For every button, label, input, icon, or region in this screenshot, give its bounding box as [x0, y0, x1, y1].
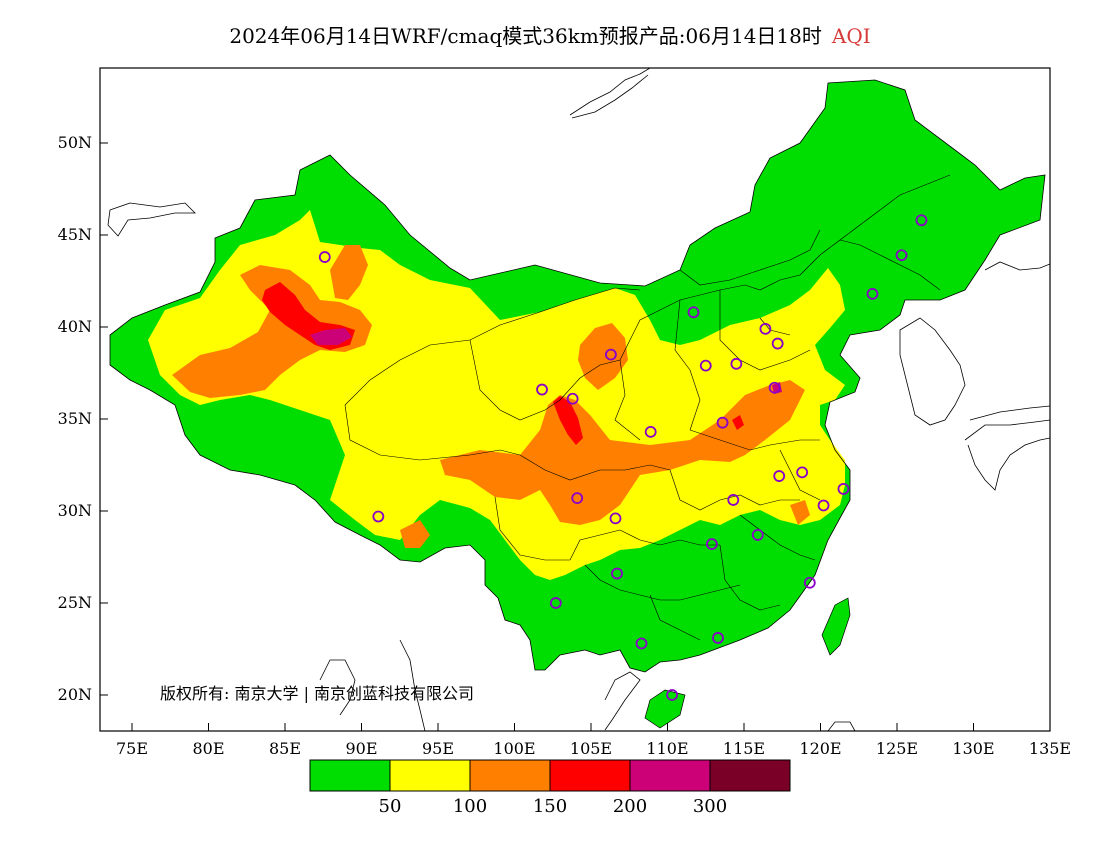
station-marker	[372, 510, 385, 523]
station-marker	[549, 597, 562, 609]
station-marker	[666, 689, 678, 701]
lon-tick-label: 95E	[422, 739, 454, 758]
station-marker	[571, 492, 584, 505]
lon-tick-label: 105E	[570, 739, 612, 758]
station-marker	[687, 306, 700, 319]
aqi-region-southwest-orange	[400, 520, 430, 548]
lat-tick-label: 25N	[58, 593, 92, 612]
lat-tick-label: 50N	[58, 133, 92, 152]
lon-tick-label: 85E	[269, 739, 301, 758]
station-marker	[895, 249, 908, 262]
legend-swatch	[469, 759, 551, 792]
station-marker	[699, 359, 712, 372]
lat-tick-label: 40N	[58, 317, 92, 336]
latitude-axis: 50N 45N 40N 35N 30N 25N 20N	[58, 133, 108, 704]
legend-break-label: 50	[379, 796, 402, 817]
aqi-region-jiangsu-orange	[790, 500, 810, 525]
taiwan-island	[821, 597, 851, 656]
legend-break-label: 150	[533, 796, 567, 817]
station-marker	[604, 348, 617, 361]
legend-break-label: 100	[453, 796, 487, 817]
aqi-region-shaanxi-orange	[578, 323, 628, 390]
station-marker	[759, 322, 772, 335]
station-marker	[611, 567, 623, 580]
lon-tick-label: 120E	[799, 739, 841, 758]
legend-break-label: 200	[613, 796, 647, 817]
aqi-legend: 50 100 150 200 300	[309, 759, 791, 817]
china-border	[109, 79, 1046, 673]
lat-tick-label: 35N	[58, 409, 92, 428]
legend-swatch	[549, 759, 631, 792]
lon-tick-label: 110E	[646, 739, 688, 758]
station-marker	[712, 632, 724, 644]
lat-tick-label: 30N	[58, 501, 92, 520]
station-marker	[803, 576, 816, 589]
station-marker	[635, 637, 648, 650]
map-area	[107, 68, 1050, 731]
station-marker	[915, 214, 928, 227]
aqi-region-xinjiang-orange-north	[330, 245, 368, 300]
station-marker	[609, 512, 622, 525]
station-marker	[817, 499, 830, 512]
lon-tick-label: 75E	[116, 739, 148, 758]
legend-swatch	[709, 759, 791, 792]
lon-tick-label: 80E	[192, 739, 224, 758]
station-marker	[866, 287, 879, 300]
map-frame	[99, 67, 1051, 732]
aqi-region-gansu-red	[553, 396, 583, 445]
station-marker	[796, 466, 809, 479]
lat-tick-label: 20N	[58, 685, 92, 704]
legend-break-label: 300	[693, 796, 727, 817]
station-marker	[566, 392, 579, 405]
aqi-region-xinjiang-orange	[172, 265, 372, 398]
legend-swatch	[629, 759, 711, 792]
lon-tick-label: 125E	[876, 739, 918, 758]
station-marker	[773, 470, 786, 482]
station-marker	[768, 381, 781, 394]
lon-tick-label: 135E	[1029, 739, 1071, 758]
legend-swatch	[309, 759, 391, 792]
station-marker	[727, 494, 740, 506]
coastlines	[107, 68, 1050, 731]
longitude-axis: 75E 80E 85E 90E 95E 100E 105E 110E 115E 120E 125E 1…	[116, 723, 1071, 758]
title-text: 2024年06月14日WRF/cmaq模式36km预报产品:06月14日18时	[229, 24, 822, 48]
copyright-text: 版权所有: 南京大学 | 南京创蓝科技有限公司	[160, 684, 475, 703]
station-marker	[318, 251, 331, 263]
station-marker	[644, 425, 657, 438]
station-marker	[730, 357, 743, 370]
lat-tick-label: 45N	[58, 225, 92, 244]
station-marker	[716, 416, 729, 429]
map-title: 2024年06月14日WRF/cmaq模式36km预报产品:06月14日18时 A…	[0, 20, 1100, 49]
aqi-region-central-orange	[440, 380, 805, 525]
legend-swatch	[389, 759, 471, 792]
station-marker	[751, 529, 764, 541]
title-variable: AQI	[831, 24, 871, 48]
aqi-region-xinjiang-purple	[310, 328, 352, 345]
station-markers	[318, 214, 928, 701]
lon-tick-label: 130E	[952, 739, 994, 758]
station-marker	[536, 383, 548, 396]
lon-tick-label: 90E	[345, 739, 377, 758]
lon-tick-label: 115E	[723, 739, 765, 758]
province-boundaries	[344, 174, 951, 641]
lon-tick-label: 100E	[493, 739, 535, 758]
station-marker	[837, 483, 850, 495]
station-marker	[771, 337, 784, 350]
station-marker	[705, 538, 718, 551]
hainan-island	[644, 689, 686, 729]
aqi-region-henan-red	[732, 415, 744, 430]
